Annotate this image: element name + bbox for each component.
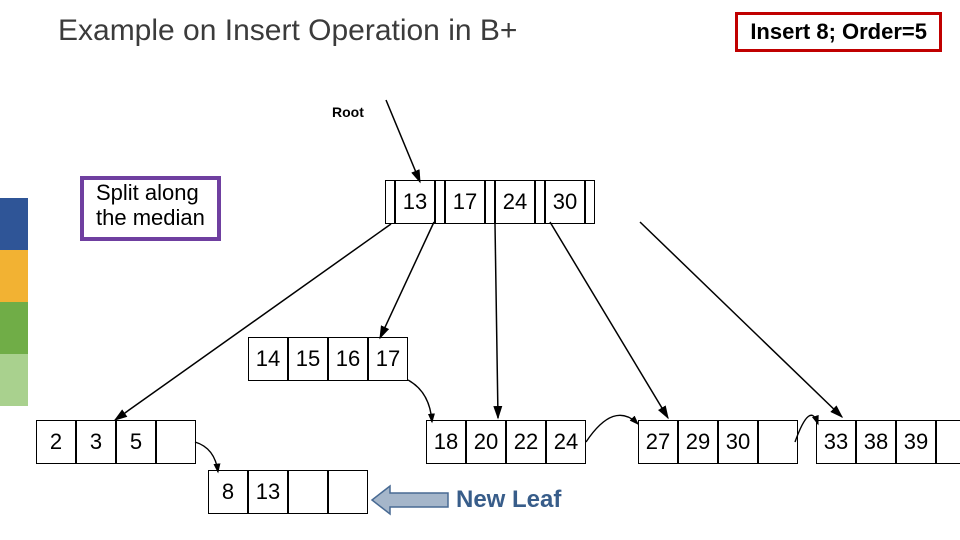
- empty-cell: [758, 420, 798, 464]
- empty-cell: [936, 420, 960, 464]
- empty-cell: [288, 470, 328, 514]
- split-line-2: the median: [96, 205, 205, 230]
- stripe-yellow: [0, 250, 28, 302]
- pointer-slot: [385, 180, 395, 224]
- key-cell: 27: [638, 420, 678, 464]
- btree-node: 18202224: [426, 420, 586, 464]
- key-cell: 14: [248, 337, 288, 381]
- key-cell: 8: [208, 470, 248, 514]
- btree-node: 235: [36, 420, 196, 464]
- key-cell: 17: [445, 180, 485, 224]
- split-median-callout: Split along the median: [80, 176, 221, 241]
- key-cell: 39: [896, 420, 936, 464]
- pointer-slot: [485, 180, 495, 224]
- key-cell: 17: [368, 337, 408, 381]
- key-cell: 24: [495, 180, 535, 224]
- key-cell: 30: [545, 180, 585, 224]
- slide-title: Example on Insert Operation in B+: [58, 14, 517, 48]
- key-cell: 38: [856, 420, 896, 464]
- stripe-lightgreen: [0, 354, 28, 406]
- stripe-blue: [0, 198, 28, 250]
- btree-node: 813: [208, 470, 368, 514]
- btree-node: 333839: [816, 420, 960, 464]
- btree-node: 14151617: [248, 337, 408, 381]
- pointer-slot: [435, 180, 445, 224]
- key-cell: 22: [506, 420, 546, 464]
- key-cell: 13: [395, 180, 435, 224]
- new-leaf-label: New Leaf: [456, 486, 561, 514]
- key-cell: 15: [288, 337, 328, 381]
- stripe-green: [0, 302, 28, 354]
- empty-cell: [156, 420, 196, 464]
- insert-callout: Insert 8; Order=5: [735, 12, 942, 52]
- key-cell: 5: [116, 420, 156, 464]
- key-cell: 3: [76, 420, 116, 464]
- empty-cell: [328, 470, 368, 514]
- btree-node: 272930: [638, 420, 798, 464]
- split-line-1: Split along: [96, 180, 205, 205]
- pointer-slot: [585, 180, 595, 224]
- key-cell: 16: [328, 337, 368, 381]
- pointer-slot: [535, 180, 545, 224]
- key-cell: 33: [816, 420, 856, 464]
- btree-root-node: 13172430: [385, 180, 595, 224]
- key-cell: 24: [546, 420, 586, 464]
- accent-sidebar: [0, 198, 28, 406]
- key-cell: 13: [248, 470, 288, 514]
- key-cell: 30: [718, 420, 758, 464]
- key-cell: 18: [426, 420, 466, 464]
- root-label: Root: [332, 104, 364, 120]
- key-cell: 29: [678, 420, 718, 464]
- key-cell: 20: [466, 420, 506, 464]
- key-cell: 2: [36, 420, 76, 464]
